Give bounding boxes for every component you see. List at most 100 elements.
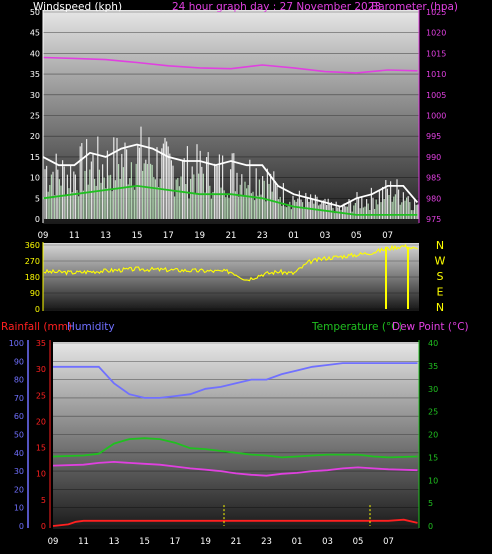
rainfall-axis-label: Rainfall (mm) (1, 321, 72, 333)
temperature-panel-grid (53, 342, 419, 527)
compass-letter: E (437, 286, 444, 299)
temperature-panel-ticks: 0102030405060708090100051015202530350510… (9, 339, 438, 547)
temperature-tick-label: 0 (428, 522, 433, 531)
humidity-tick-label: 100 (9, 339, 24, 348)
humidity-tick-label: 20 (14, 485, 24, 494)
barometer-tick-label: 990 (426, 153, 441, 162)
barometer-tick-label: 1000 (426, 112, 446, 121)
temperature-panel-background (53, 342, 419, 529)
wind-tick-label: 25 (30, 112, 40, 121)
hour-tick-label: 05 (353, 537, 364, 547)
barometer-tick-label: 975 (426, 215, 441, 224)
hour-tick-label: 11 (69, 231, 80, 241)
hour-tick-label: 03 (320, 231, 331, 241)
humidity-axis-label: Humidity (67, 321, 115, 333)
rain-tick-label: 15 (36, 444, 46, 453)
hour-tick-label: 13 (100, 231, 111, 241)
hour-tick-label: 09 (38, 231, 49, 241)
wind-tick-label: 40 (30, 49, 40, 58)
rain-tick-label: 5 (41, 496, 46, 505)
wind-panel-series (42, 56, 419, 216)
humidity-tick-label: 0 (19, 522, 24, 531)
graph-title: 24 hour graph day : 27 November 2023 (172, 1, 381, 13)
hour-tick-label: 21 (231, 537, 242, 547)
hour-tick-label: 07 (383, 537, 394, 547)
humidity-tick-label: 70 (14, 394, 24, 403)
barometer-tick-label: 980 (426, 194, 441, 203)
hour-tick-label: 23 (257, 231, 268, 241)
humidity-tick-label: 50 (14, 431, 24, 440)
compass-letter: N (436, 239, 444, 252)
direction-line (43, 244, 418, 282)
compass-letter: N (436, 301, 444, 314)
wind-tick-label: 20 (30, 132, 40, 141)
temperature-tick-label: 30 (428, 385, 438, 394)
barometer-axis-label: Barometer (hpa) (371, 1, 458, 13)
hour-tick-label: 15 (132, 231, 143, 241)
hour-tick-label: 17 (170, 537, 181, 547)
humidity-tick-label: 90 (14, 357, 24, 366)
series-line-ffffff (42, 143, 419, 208)
humidity-tick-label: 10 (14, 504, 24, 513)
humidity-tick-label: 60 (14, 412, 24, 421)
hour-tick-label: 05 (351, 231, 362, 241)
barometer-tick-label: 995 (426, 132, 441, 141)
rain-tick-label: 0 (41, 522, 46, 531)
temperature-tick-label: 25 (428, 408, 438, 417)
series-line-e040e0 (42, 56, 418, 74)
humidity-tick-label: 40 (14, 449, 24, 458)
hour-tick-label: 19 (200, 537, 211, 547)
wind-tick-label: 0 (35, 215, 40, 224)
direction-tick-label: 180 (25, 273, 40, 282)
temperature-axis-label: Temperature (°C) (311, 321, 403, 333)
hour-tick-label: 13 (109, 537, 120, 547)
temperature-tick-label: 10 (428, 476, 438, 485)
temperature-panel-series (52, 362, 418, 527)
hour-tick-label: 07 (382, 231, 393, 241)
series-line-20c020 (52, 437, 418, 459)
compass-letter: S (437, 270, 444, 283)
humidity-tick-label: 30 (14, 467, 24, 476)
barometer-tick-label: 1020 (426, 29, 446, 38)
wind-tick-label: 45 (30, 29, 40, 38)
dewpoint-axis-label: Dew Point (°C) (392, 321, 469, 333)
barometer-tick-label: 985 (426, 174, 441, 183)
hour-tick-label: 11 (78, 537, 89, 547)
rain-tick-label: 10 (36, 470, 46, 479)
temperature-tick-label: 5 (428, 499, 433, 508)
temperature-tick-label: 35 (428, 362, 438, 371)
hour-tick-label: 03 (322, 537, 333, 547)
hour-tick-label: 23 (261, 537, 272, 547)
series-line-20c020 (42, 184, 418, 216)
wind-tick-label: 30 (30, 91, 40, 100)
humidity-tick-label: 80 (14, 376, 24, 385)
wind-panel-ticks: 0510152025303540455097598098599099510001… (30, 8, 447, 241)
rain-tick-label: 20 (36, 417, 46, 426)
rain-tick-label: 30 (36, 365, 46, 374)
hour-tick-label: 09 (48, 537, 59, 547)
direction-panel-series (43, 244, 418, 309)
barometer-tick-label: 1010 (426, 70, 446, 79)
rain-tick-label: 35 (36, 339, 46, 348)
barometer-tick-label: 1015 (426, 49, 446, 58)
hour-tick-label: 17 (163, 231, 174, 241)
direction-tick-label: 360 (25, 241, 40, 250)
rain-tick-label: 25 (36, 391, 46, 400)
hour-tick-label: 01 (292, 537, 303, 547)
hour-tick-label: 21 (226, 231, 237, 241)
direction-tick-label: 90 (30, 289, 40, 298)
barometer-tick-label: 1005 (426, 91, 446, 100)
series-line-7070ff (53, 362, 418, 399)
wind-tick-label: 15 (30, 153, 40, 162)
wind-tick-label: 35 (30, 70, 40, 79)
series-line-e040e0 (52, 460, 418, 477)
wind-tick-label: 50 (30, 8, 40, 17)
direction-tick-label: 270 (25, 257, 40, 266)
hour-tick-label: 15 (139, 537, 150, 547)
direction-tick-label: 0 (35, 305, 40, 314)
wind-tick-label: 10 (30, 174, 40, 183)
windspeed-axis-label: Windspeed (kph) (33, 1, 122, 13)
barometer-tick-label: 1025 (426, 8, 446, 17)
